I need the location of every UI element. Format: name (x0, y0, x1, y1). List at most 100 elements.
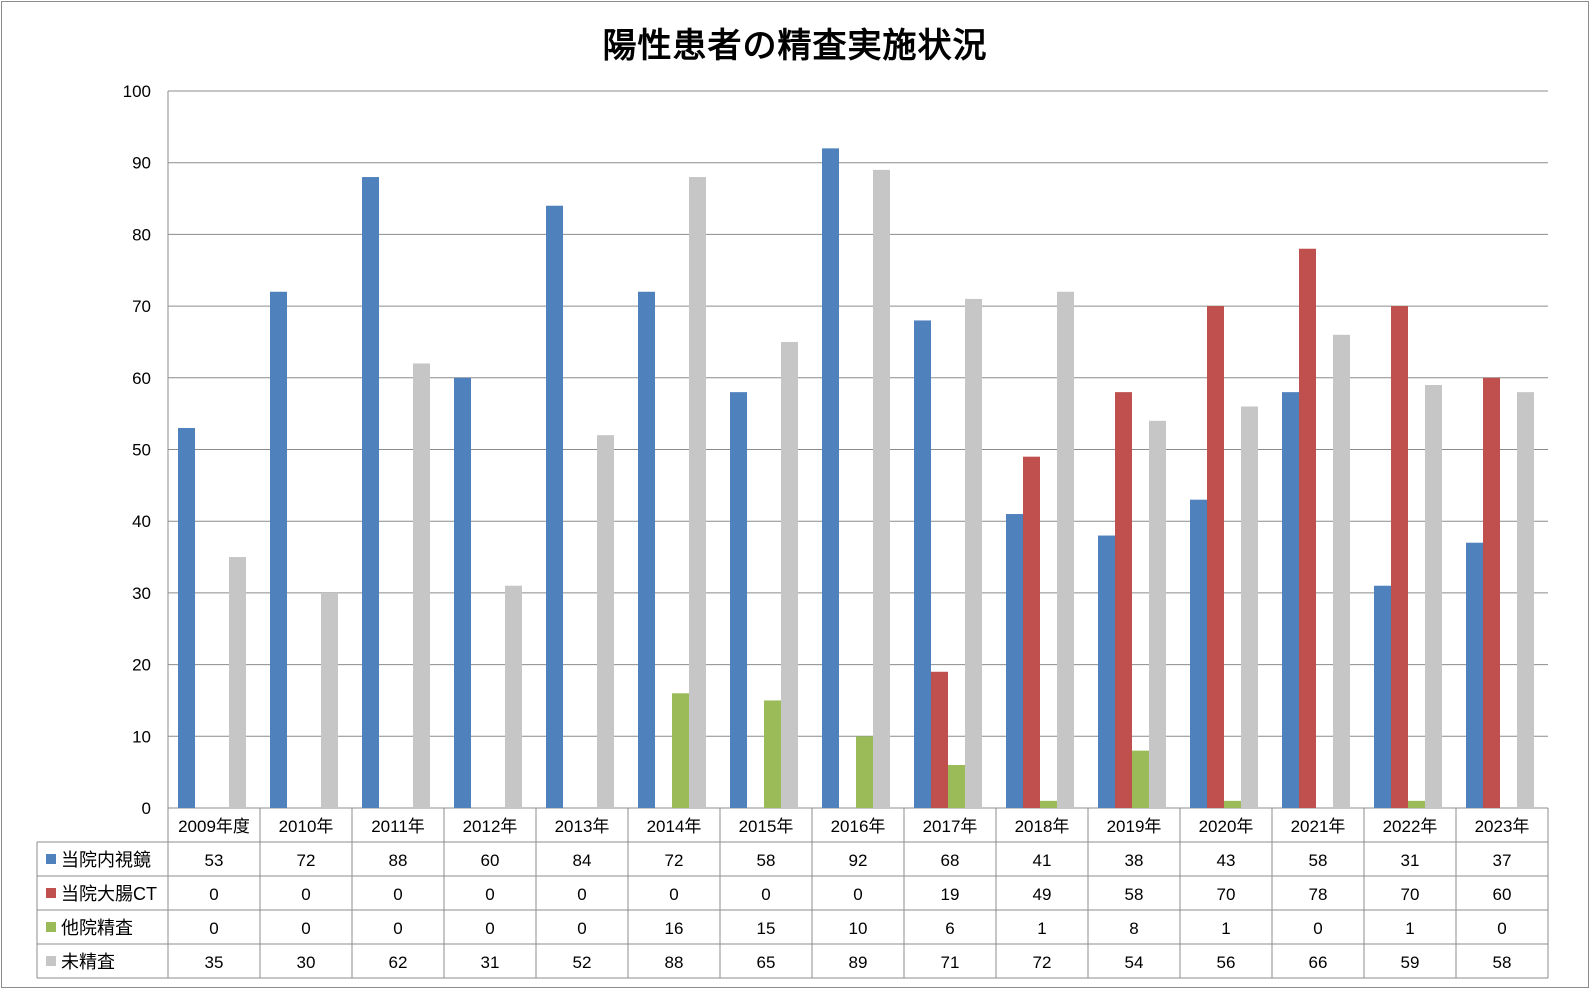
bar (1190, 499, 1207, 808)
table-cell-value: 0 (761, 885, 770, 904)
bar (856, 736, 873, 808)
legend-key (46, 888, 56, 898)
x-tick-label: 2022年 (1383, 817, 1438, 836)
bar (1207, 306, 1224, 808)
table-cell-value: 60 (1493, 885, 1512, 904)
bar (730, 392, 747, 808)
bar (229, 557, 246, 808)
y-tick-label: 90 (132, 154, 151, 173)
bar (948, 764, 965, 808)
table-cell-value: 0 (485, 919, 494, 938)
table-cell-value: 49 (1033, 885, 1052, 904)
x-tick-label: 2020年 (1199, 817, 1254, 836)
bar (1023, 456, 1040, 808)
table-cell-value: 41 (1033, 851, 1052, 870)
table-cell-value: 60 (481, 851, 500, 870)
table-cell-value: 16 (665, 919, 684, 938)
bar (362, 177, 379, 809)
x-tick-label: 2013年 (555, 817, 610, 836)
bar (178, 427, 195, 808)
bar (321, 592, 338, 808)
table-cell-value: 35 (205, 953, 224, 972)
x-tick-label: 2016年 (831, 817, 886, 836)
table-cell-value: 6 (945, 919, 954, 938)
bar (1224, 800, 1241, 808)
x-tick-label: 2021年 (1291, 817, 1346, 836)
bar (1466, 542, 1483, 808)
table-cell-value: 0 (301, 919, 310, 938)
table-cell-value: 0 (1497, 919, 1506, 938)
table-cell-value: 0 (393, 919, 402, 938)
y-tick-label: 100 (123, 82, 151, 101)
y-tick-label: 30 (132, 584, 151, 603)
table-cell-value: 37 (1493, 851, 1512, 870)
table-cell-value: 59 (1401, 953, 1420, 972)
table-cell-value: 92 (849, 851, 868, 870)
legend-key (46, 922, 56, 932)
table-cell-value: 0 (577, 919, 586, 938)
table-cell-value: 10 (849, 919, 868, 938)
bar (597, 435, 614, 808)
bar (505, 585, 522, 808)
table-cell-value: 19 (941, 885, 960, 904)
table-cell-value: 0 (393, 885, 402, 904)
bar (689, 177, 706, 809)
table-cell-value: 72 (1033, 953, 1052, 972)
table-cell-value: 0 (209, 919, 218, 938)
bar (1132, 750, 1149, 808)
legend-label: 未精査 (61, 952, 115, 972)
bar (1115, 392, 1132, 808)
bar (1098, 535, 1115, 808)
table-cell-value: 8 (1129, 919, 1138, 938)
table-cell-value: 0 (669, 885, 678, 904)
x-tick-label: 2011年 (371, 817, 425, 836)
bar (1425, 384, 1442, 808)
bar (1408, 800, 1425, 808)
bar (1282, 392, 1299, 808)
table-cell-value: 54 (1125, 953, 1144, 972)
bar (1006, 514, 1023, 808)
table-cell-value: 58 (1309, 851, 1328, 870)
bar (1057, 291, 1074, 808)
bar (1333, 334, 1350, 808)
bar (638, 291, 655, 808)
table-cell-value: 84 (573, 851, 592, 870)
legend-label: 当院大腸CT (61, 884, 157, 904)
x-tick-label: 2019年 (1107, 817, 1162, 836)
y-tick-label: 0 (142, 799, 151, 818)
table-cell-value: 68 (941, 851, 960, 870)
table-cell-value: 78 (1309, 885, 1328, 904)
x-tick-label: 2009年度 (178, 817, 250, 836)
bar (1149, 420, 1166, 808)
table-cell-value: 88 (665, 953, 684, 972)
bar (914, 320, 931, 808)
bar (781, 341, 798, 808)
table-cell-value: 43 (1217, 851, 1236, 870)
y-tick-label: 80 (132, 225, 151, 244)
table-cell-value: 89 (849, 953, 868, 972)
table-cell-value: 0 (485, 885, 494, 904)
bar (931, 671, 948, 808)
table-cell-value: 0 (853, 885, 862, 904)
legend-label: 当院内視鏡 (61, 850, 151, 870)
table-cell-value: 1 (1037, 919, 1046, 938)
table-cell-value: 58 (757, 851, 776, 870)
bar (965, 298, 982, 808)
bar (1483, 377, 1500, 808)
bar (764, 700, 781, 808)
legend-label: 他院精査 (61, 918, 133, 938)
table-cell-value: 0 (1313, 919, 1322, 938)
y-tick-label: 70 (132, 297, 151, 316)
y-tick-label: 20 (132, 656, 151, 675)
table-cell-value: 52 (573, 953, 592, 972)
table-cell-value: 65 (757, 953, 776, 972)
bar (454, 377, 471, 808)
bar (1241, 406, 1258, 808)
x-tick-label: 2018年 (1015, 817, 1070, 836)
bar (873, 169, 890, 808)
table-cell-value: 72 (665, 851, 684, 870)
bar (270, 291, 287, 808)
table-cell-value: 31 (481, 953, 500, 972)
bar (1040, 800, 1057, 808)
